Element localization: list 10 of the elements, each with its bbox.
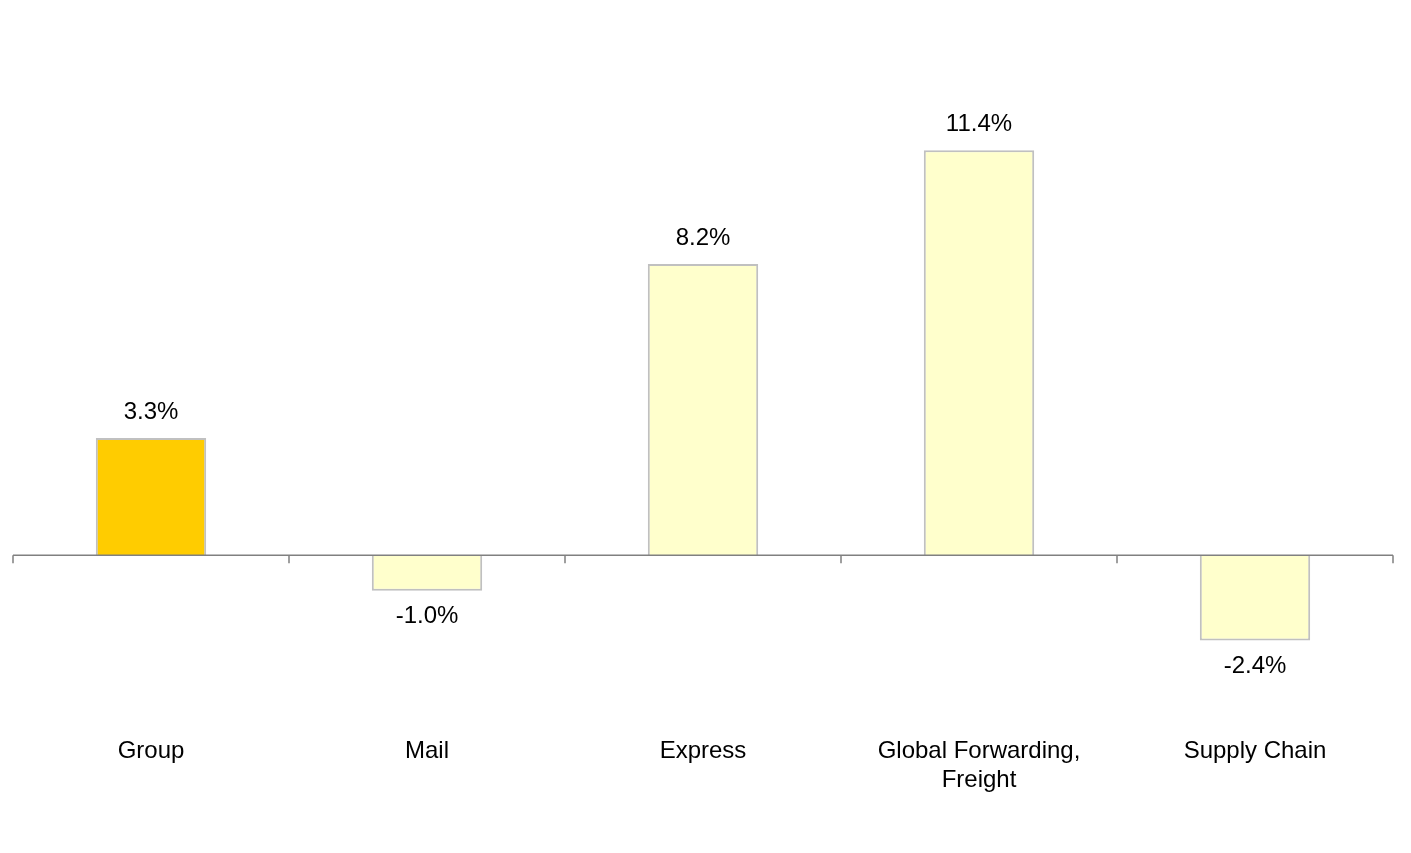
data-label: -1.0% <box>395 601 459 629</box>
x-tick-label: Group <box>117 736 185 764</box>
x-tick-label: Mail <box>404 736 450 764</box>
data-label: 11.4% <box>945 108 1013 136</box>
x-tick-label: Supply Chain <box>1183 736 1327 764</box>
x-tick-label: Express <box>659 736 747 764</box>
data-label: 8.2% <box>675 222 731 250</box>
data-label: 3.3% <box>123 396 179 424</box>
data-label: -2.4% <box>1223 651 1287 679</box>
x-tick-label: Global Forwarding, Freight <box>877 736 1081 793</box>
